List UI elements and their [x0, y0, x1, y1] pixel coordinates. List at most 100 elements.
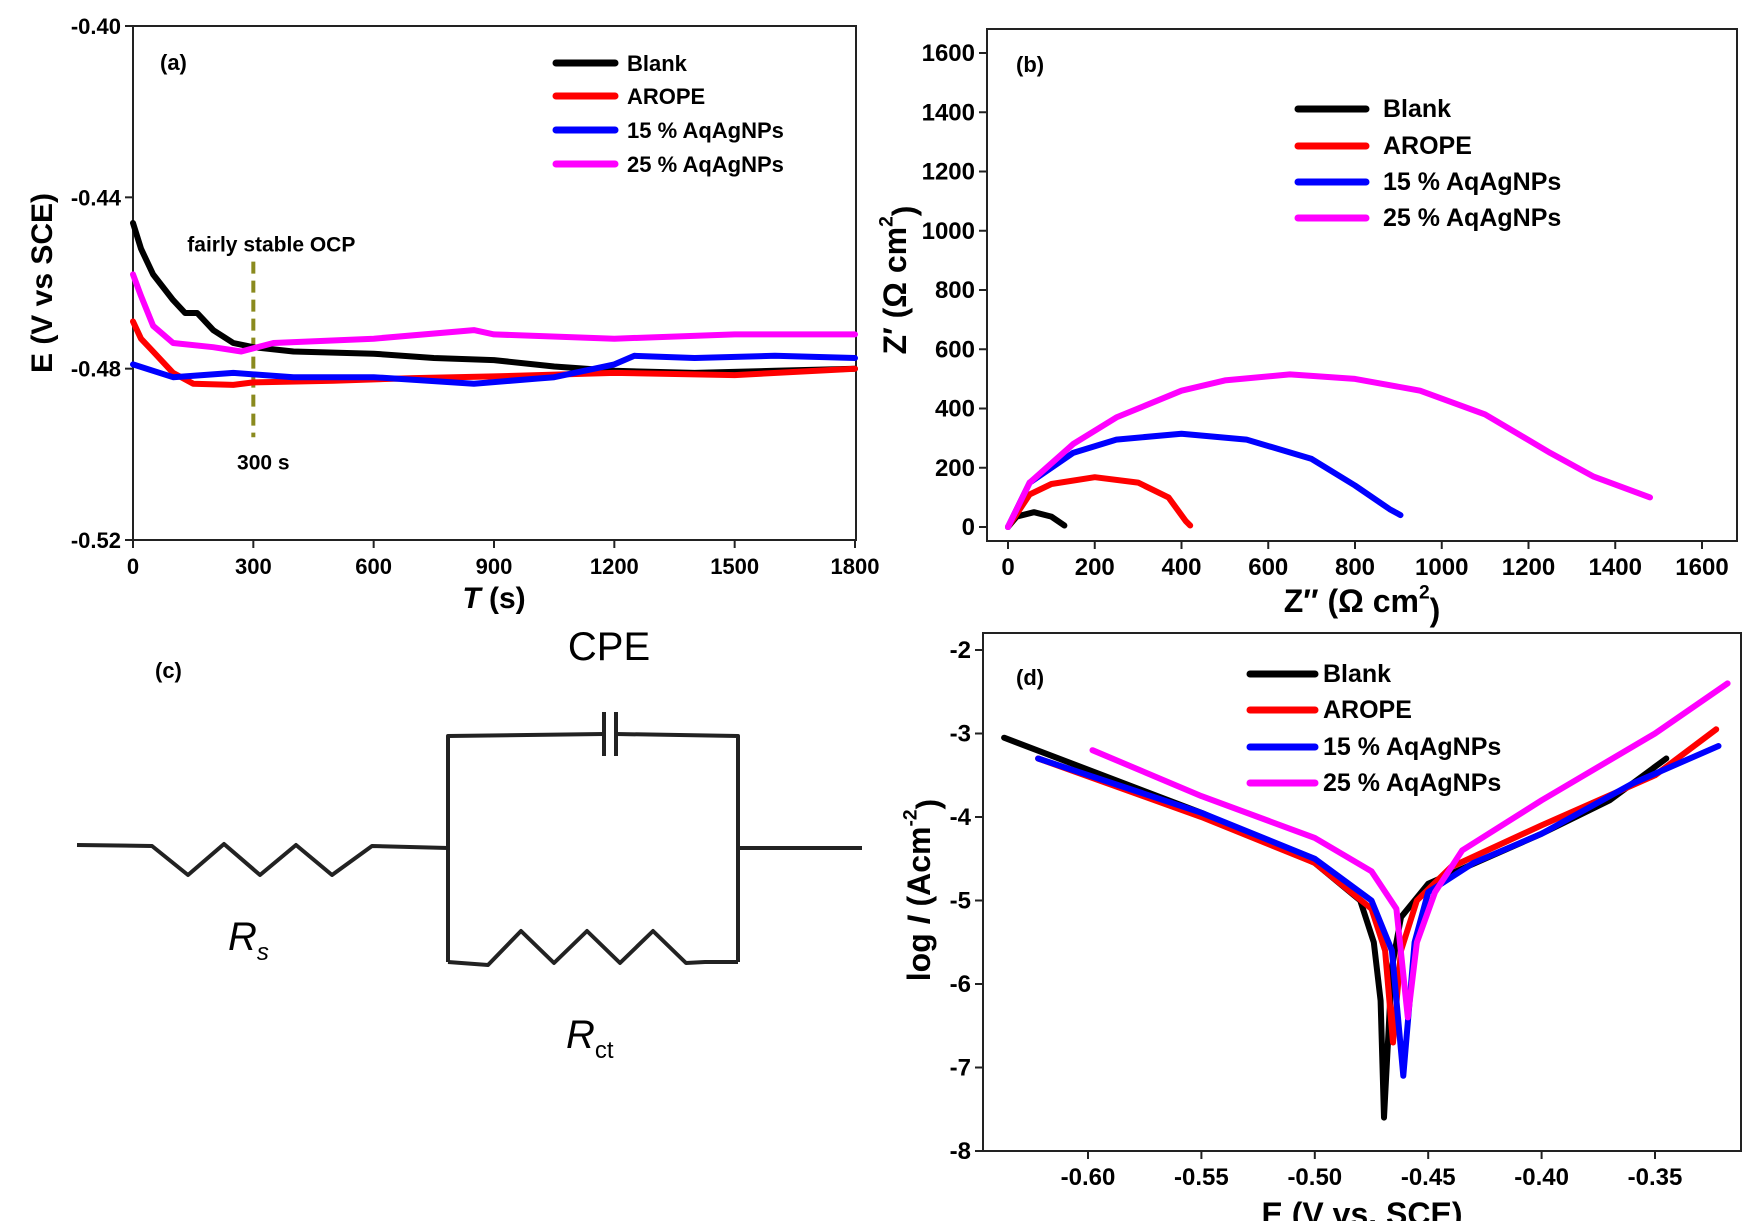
y-tick-label: -7 [950, 1055, 971, 1082]
legend-label: 25 % AqAgNPs [1323, 769, 1501, 797]
legend-label: 25 % AqAgNPs [1383, 204, 1561, 232]
x-tick-label: 1500 [710, 554, 759, 579]
y-tick-label: -8 [950, 1138, 971, 1165]
series-line-2 [130, 318, 858, 388]
x-axis-label-part: 2 [1419, 583, 1430, 604]
x-tick-label: 0 [127, 554, 139, 579]
legend-label: AROPE [627, 84, 705, 109]
series-line-4 [1089, 680, 1731, 1021]
x-tick-label: 0 [1001, 554, 1014, 581]
x-tick-label: 1600 [1675, 554, 1728, 581]
panel-a-ocp-chart: 0 300 600 900 1200 1500 1800 -0.40 -0.44 -0.48 -0.… [26, 14, 879, 615]
y-axis-label-part: Z′ (Ω cm [877, 227, 913, 355]
y-tick-label: 200 [935, 455, 975, 482]
x-tick-label: 600 [1248, 554, 1288, 581]
x-axis-label-part: ) [1430, 592, 1441, 628]
y-axis-label-part: (Acm [901, 827, 937, 916]
x-tick-label: 200 [1075, 554, 1115, 581]
x-axis-label: E (V vs. SCE) [1262, 1196, 1463, 1221]
series-line-3 [130, 352, 858, 387]
y-tick-label: -4 [950, 804, 972, 831]
legend-label: Blank [1323, 660, 1391, 688]
circuit-top-wire [446, 732, 605, 962]
panel-label: (b) [1016, 52, 1044, 77]
rct-resistor [447, 929, 738, 967]
circuit-top-wire-right [615, 732, 740, 962]
y-axis-label: log I (Acm-2) [901, 799, 946, 981]
y-tick-label: -2 [950, 637, 971, 664]
x-tick-label: 1200 [1502, 554, 1555, 581]
series-line-2 [1005, 474, 1194, 530]
y-tick-label: 0 [962, 514, 975, 541]
y-tick-label: 1000 [922, 218, 975, 245]
panel-c-equivalent-circuit: (c) CPE Rs Rct [76, 625, 862, 1064]
x-tick-label: 1400 [1589, 554, 1642, 581]
legend-label: 25 % AqAgNPs [627, 152, 784, 177]
x-tick-label: -0.60 [1061, 1164, 1116, 1191]
y-axis-label-part: -2 [901, 809, 922, 826]
y-axis-label-part: ) [910, 799, 946, 810]
rs-label: Rs [228, 915, 269, 966]
y-tick-label: -0.44 [71, 185, 122, 210]
y-tick-label: 600 [935, 336, 975, 363]
x-axis-label: Z″ (Ω cm2) [1284, 583, 1441, 628]
cpe-label: CPE [568, 625, 650, 669]
x-tick-label: 900 [476, 554, 513, 579]
panel-d-tafel-chart: -0.60 -0.55 -0.50 -0.45 -0.40 -0.35 -2 -3 -4 -5 -6… [901, 632, 1742, 1221]
x-tick-label: -0.55 [1174, 1164, 1229, 1191]
panel-label: (c) [155, 658, 182, 683]
y-tick-label: 800 [935, 277, 975, 304]
y-tick-label: -6 [950, 971, 971, 998]
x-tick-label: -0.40 [1514, 1164, 1569, 1191]
x-tick-label: 1000 [1415, 554, 1468, 581]
legend-label: 15 % AqAgNPs [1383, 168, 1561, 196]
x-tick-label: -0.50 [1287, 1164, 1342, 1191]
x-tick-label: 800 [1335, 554, 1375, 581]
x-tick-label: -0.35 [1628, 1164, 1683, 1191]
y-axis-label: E (V vs SCE) [26, 193, 59, 373]
rs-resistor [76, 842, 449, 877]
plot-frame [986, 28, 1738, 542]
x-axis-label-part: (s) [481, 582, 526, 615]
panel-label: (d) [1016, 665, 1044, 690]
plot-frame [982, 632, 1742, 1152]
y-axis-label-part: 2 [877, 216, 898, 227]
y-tick-label: -0.52 [71, 528, 121, 553]
y-tick-label: -0.48 [71, 357, 121, 382]
y-tick-label: -3 [950, 721, 971, 748]
annotation: fairly stable OCP [187, 234, 355, 257]
y-axis-label-part: ) [886, 206, 922, 217]
legend-label: 15 % AqAgNPs [627, 118, 784, 143]
x-axis-label-part: T [462, 582, 483, 615]
x-axis-label: T (s) [462, 582, 525, 615]
series-line-4 [1005, 371, 1653, 530]
y-tick-label: 1200 [922, 159, 975, 186]
x-tick-label: 600 [355, 554, 392, 579]
x-tick-label: 1200 [590, 554, 639, 579]
x-axis-label-part: E (V vs. SCE) [1262, 1196, 1463, 1221]
y-axis-label: Z′ (Ω cm2) [877, 206, 922, 355]
legend-label: AROPE [1383, 132, 1472, 160]
y-axis-label-part: I [901, 914, 937, 924]
x-tick-label: 300 [235, 554, 272, 579]
legend-label: Blank [1383, 95, 1451, 123]
annotation: 300 s [237, 451, 290, 474]
legend-label: Blank [627, 51, 688, 76]
x-tick-label: -0.45 [1401, 1164, 1456, 1191]
panel-label: (a) [160, 50, 187, 75]
x-tick-label: 1800 [831, 554, 880, 579]
x-axis-label-part: Z″ (Ω cm [1284, 583, 1419, 619]
y-tick-label: -5 [950, 888, 971, 915]
y-axis-label-part: log [901, 924, 937, 981]
series-line-3 [1005, 430, 1404, 530]
y-axis-label-part: E (V vs SCE) [26, 193, 59, 373]
y-tick-label: -0.40 [71, 14, 121, 39]
y-tick-label: 400 [935, 396, 975, 423]
legend-label: AROPE [1323, 696, 1412, 724]
legend-label: 15 % AqAgNPs [1323, 733, 1501, 761]
rct-label: Rct [566, 1013, 614, 1064]
y-tick-label: 1600 [922, 40, 975, 67]
panel-b-nyquist-chart: 0 200 400 600 800 1000 1200 1400 1600 0 200 400 600 8… [877, 28, 1738, 628]
x-tick-label: 400 [1161, 554, 1201, 581]
